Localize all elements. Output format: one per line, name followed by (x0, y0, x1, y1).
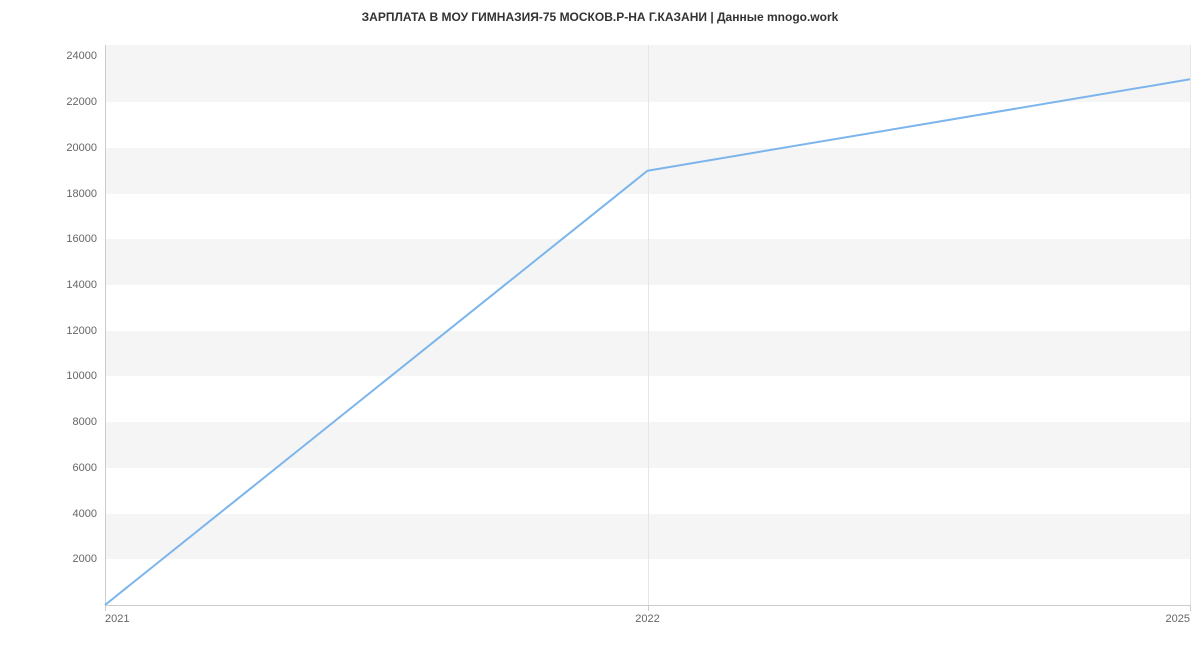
plot-area: 2000400060008000100001200014000160001800… (105, 45, 1190, 605)
y-tick-label: 4000 (73, 508, 97, 520)
series-line (105, 79, 1190, 605)
salary-chart: ЗАРПЛАТА В МОУ ГИМНАЗИЯ-75 МОСКОВ.Р-НА Г… (0, 0, 1200, 650)
x-tick-mark (105, 605, 106, 611)
y-tick-label: 6000 (73, 462, 97, 474)
line-series (105, 45, 1190, 605)
x-gridline (1190, 45, 1191, 605)
y-tick-label: 24000 (66, 50, 97, 62)
y-tick-label: 8000 (73, 416, 97, 428)
y-tick-label: 12000 (66, 325, 97, 337)
x-tick-label: 2021 (105, 613, 129, 625)
x-tick-mark (648, 605, 649, 611)
y-tick-label: 16000 (66, 233, 97, 245)
y-tick-label: 20000 (66, 142, 97, 154)
y-tick-label: 18000 (66, 188, 97, 200)
x-tick-label: 2022 (635, 613, 659, 625)
x-tick-mark (1190, 605, 1191, 611)
y-tick-label: 14000 (66, 279, 97, 291)
y-tick-label: 10000 (66, 370, 97, 382)
y-tick-label: 22000 (66, 96, 97, 108)
x-tick-label: 2025 (1166, 613, 1190, 625)
y-tick-label: 2000 (73, 553, 97, 565)
chart-title: ЗАРПЛАТА В МОУ ГИМНАЗИЯ-75 МОСКОВ.Р-НА Г… (0, 10, 1200, 24)
